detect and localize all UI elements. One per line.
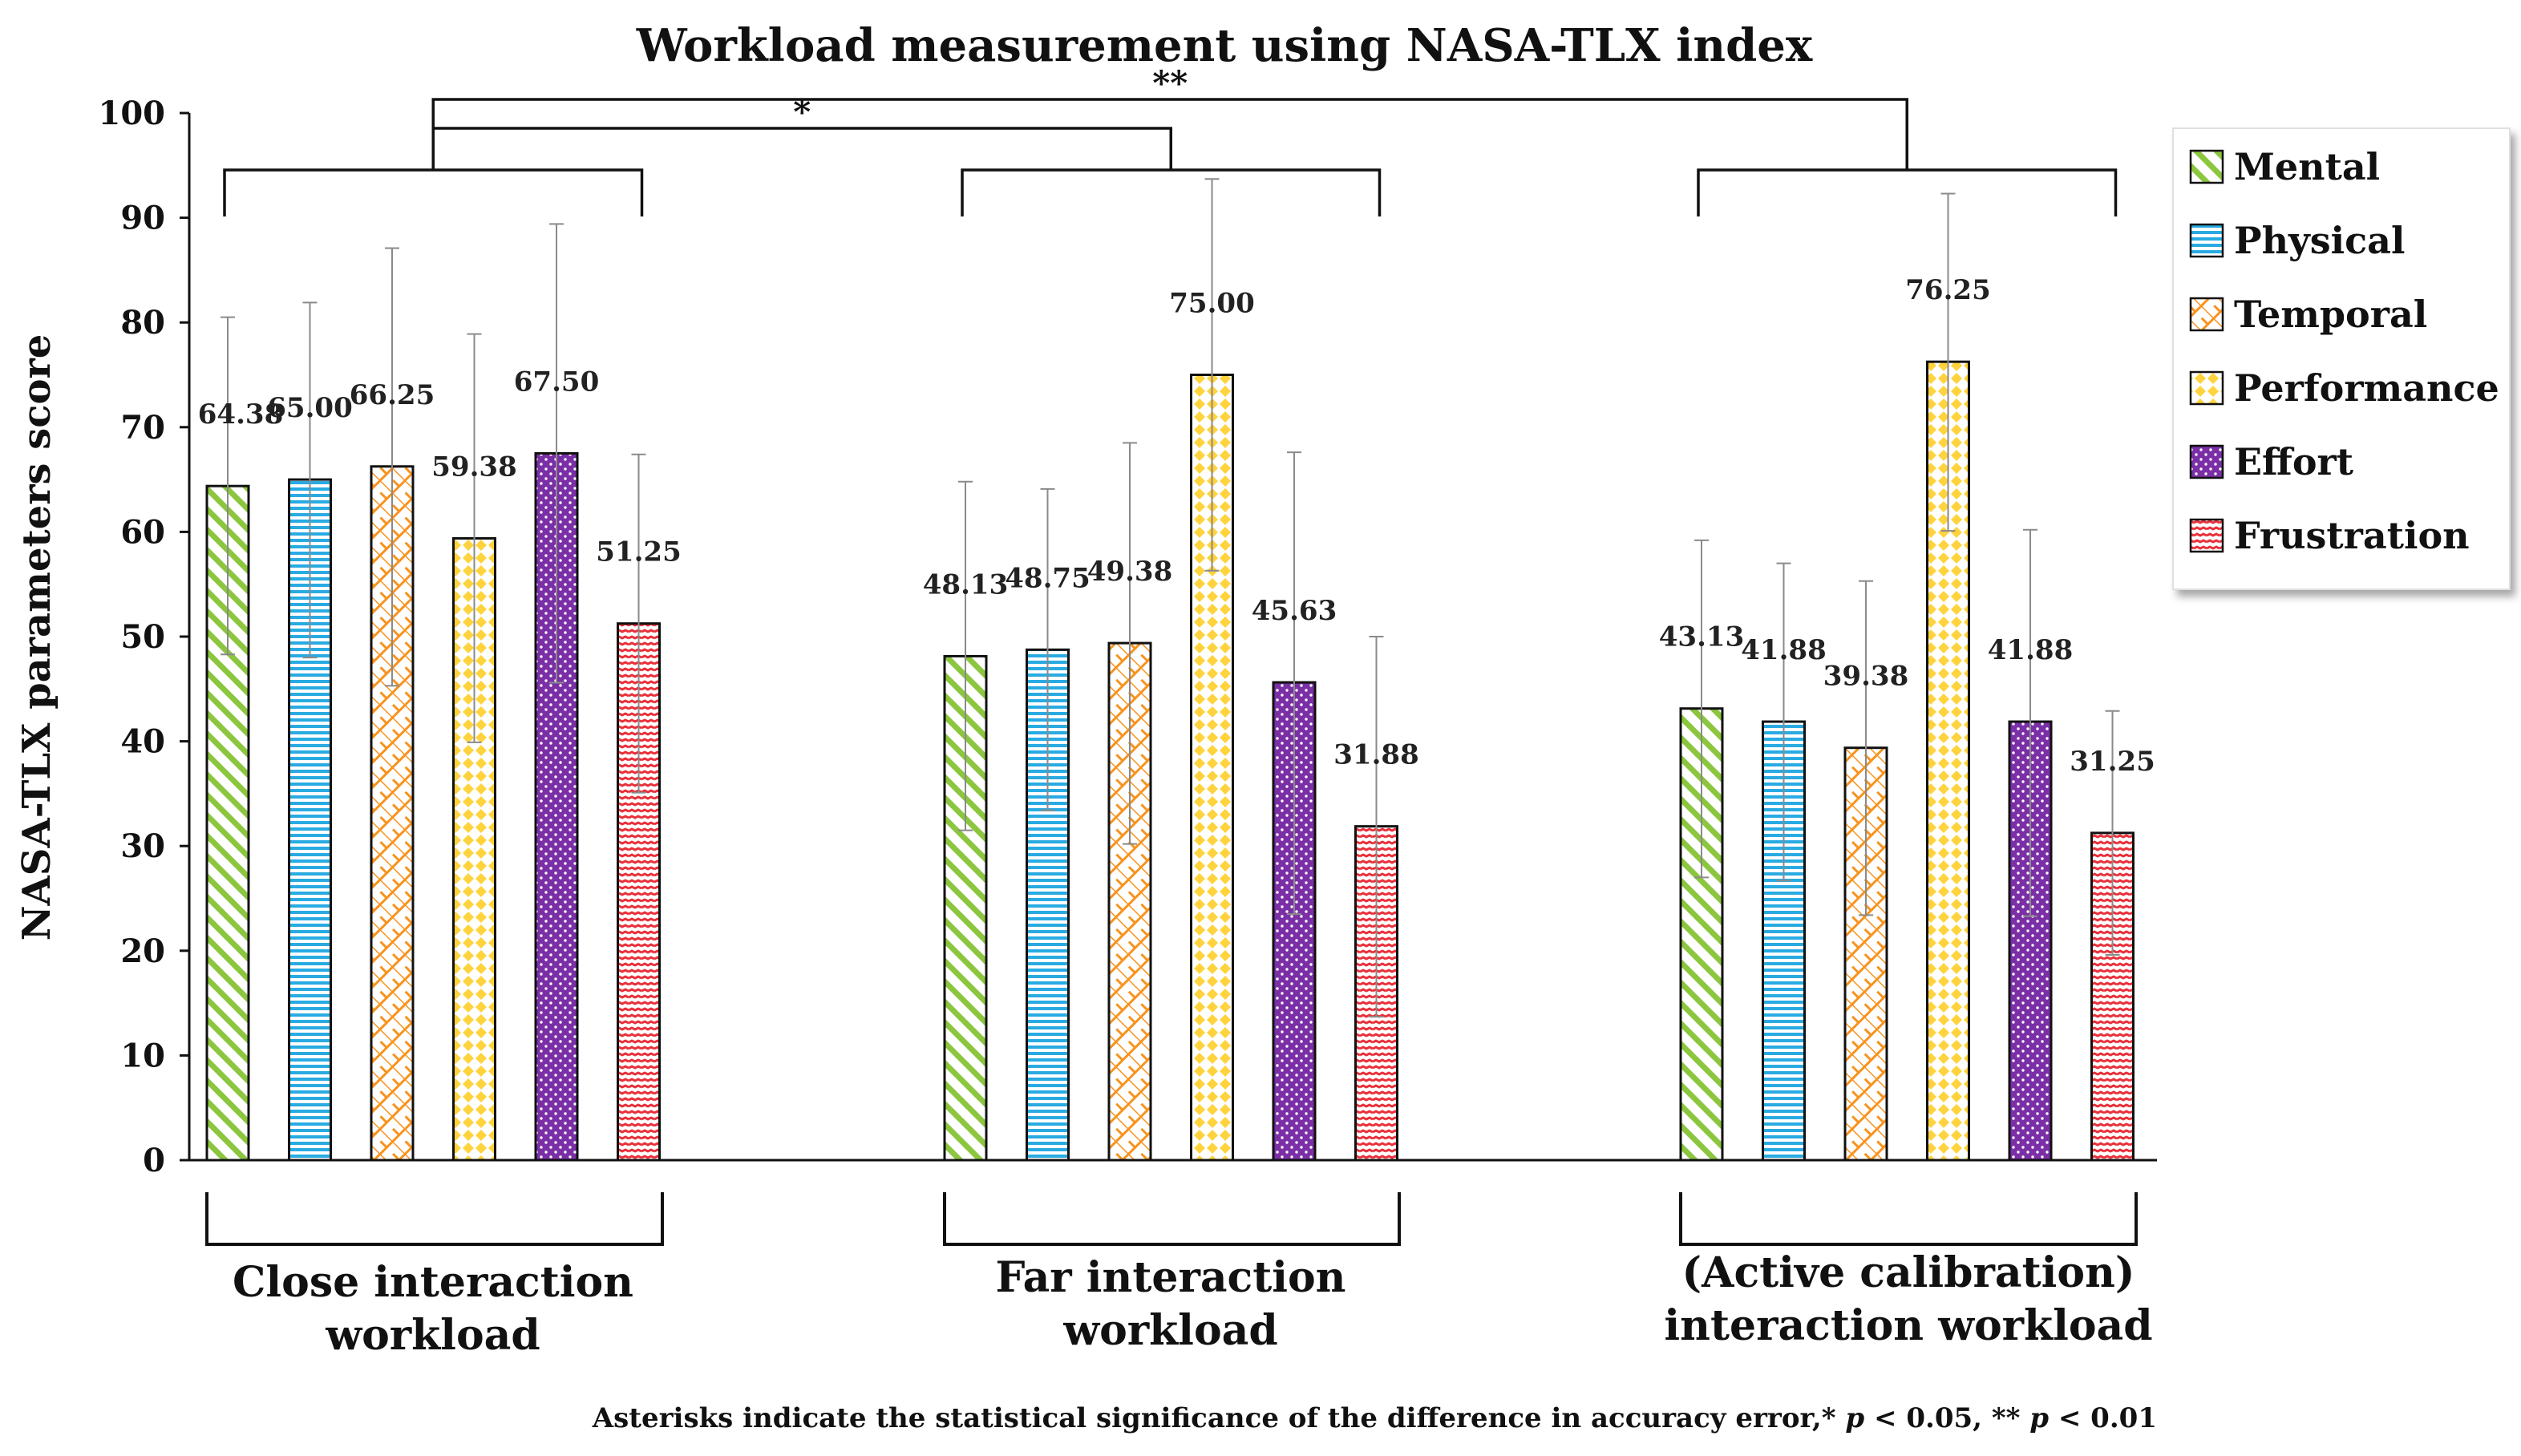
y-tick-label: 30	[120, 827, 165, 865]
y-tick-label: 60	[120, 513, 165, 551]
group-label: interaction workload	[1664, 1301, 2152, 1350]
data-label: 41.88	[1741, 634, 1826, 666]
y-tick-label: 20	[120, 932, 165, 970]
data-label: 39.38	[1823, 661, 1908, 693]
significance-bracket	[431, 98, 1908, 170]
group-label: (Active calibration)	[1682, 1248, 2135, 1297]
y-tick-label: 70	[120, 409, 165, 447]
legend: Mental Physical Temporal Performance Effort F…	[2172, 127, 2511, 590]
legend-label-temporal: Temporal	[2234, 293, 2427, 336]
footnote: Asterisks indicate the statistical signi…	[592, 1402, 2157, 1434]
data-label: 48.13	[923, 568, 1008, 601]
group-bracket-top	[1697, 168, 2118, 216]
footnote-p2-rest: < 0.01	[2049, 1402, 2157, 1434]
data-label: 59.38	[431, 451, 516, 483]
y-tick-label: 40	[120, 723, 165, 761]
y-tick-label: 50	[120, 618, 165, 656]
legend-label-effort: Effort	[2234, 440, 2354, 483]
data-label: 65.00	[267, 392, 352, 424]
significance-star: *	[793, 92, 811, 131]
group-bracket-bottom	[1679, 1192, 2138, 1246]
data-label: 31.25	[2070, 746, 2155, 778]
data-label: 31.88	[1333, 739, 1418, 771]
y-tick-label: 100	[99, 95, 166, 132]
significance-brackets: ***	[223, 63, 2118, 216]
legend-swatch-performance	[2189, 370, 2224, 406]
chart-title: Workload measurement using NASA-TLX inde…	[636, 19, 1813, 72]
legend-swatch-mental	[2189, 149, 2224, 184]
y-tick-label: 90	[120, 200, 165, 237]
legend-swatch-frustration	[2189, 518, 2224, 553]
data-label: 45.63	[1252, 595, 1337, 627]
data-label: 48.75	[1005, 562, 1090, 594]
data-label: 43.13	[1659, 621, 1744, 653]
y-axis-label: NASA-TLX parameters score	[14, 334, 59, 941]
data-label: 51.25	[596, 536, 681, 568]
data-label: 64.38	[198, 398, 283, 431]
y-tick-label: 0	[143, 1142, 165, 1179]
group-label: Far interaction	[996, 1253, 1346, 1302]
group-bracket-bottom	[205, 1192, 664, 1246]
data-labels: 64.38 48.13 43.13 65.00 48.75 41.88 66.25 49.38…	[198, 274, 2155, 778]
legend-swatch-physical	[2189, 223, 2224, 258]
legend-label-performance: Performance	[2234, 366, 2499, 410]
data-label: 67.50	[514, 366, 599, 398]
legend-label-frustration: Frustration	[2234, 514, 2470, 557]
significance-star: **	[1152, 63, 1188, 103]
data-label: 66.25	[350, 379, 435, 411]
y-tick-label: 80	[120, 304, 165, 342]
y-tick-label: 10	[120, 1037, 165, 1074]
legend-swatch-effort	[2189, 444, 2224, 479]
group-label: Close interaction	[233, 1258, 633, 1307]
group-bracket-top	[961, 168, 1382, 216]
axes: 0 10 20 30 40 50 60 70 80 90 100	[99, 95, 2157, 1179]
footnote-text: Asterisks indicate the statistical signi…	[592, 1402, 1836, 1434]
data-label: 75.00	[1169, 288, 1254, 320]
legend-swatch-temporal	[2189, 297, 2224, 332]
group-bracket-bottom	[943, 1192, 1401, 1246]
footnote-p1: p	[1845, 1402, 1864, 1434]
legend-label-physical: Physical	[2234, 219, 2405, 262]
bar-effort	[2008, 720, 2053, 1162]
significance-bracket	[431, 127, 1172, 170]
group-label: workload	[325, 1311, 540, 1360]
footnote-p2: p	[2029, 1402, 2049, 1434]
data-label: 76.25	[1905, 274, 1990, 306]
error-bars	[221, 178, 2120, 1018]
legend-label-mental: Mental	[2234, 145, 2380, 188]
data-label: 49.38	[1087, 556, 1172, 588]
footnote-p1-rest: < 0.05, **	[1864, 1402, 2029, 1434]
group-label: workload	[1062, 1306, 1277, 1355]
group-bracket-top	[223, 168, 644, 216]
data-label: 41.88	[1988, 634, 2073, 666]
legend-box	[2172, 127, 2511, 590]
